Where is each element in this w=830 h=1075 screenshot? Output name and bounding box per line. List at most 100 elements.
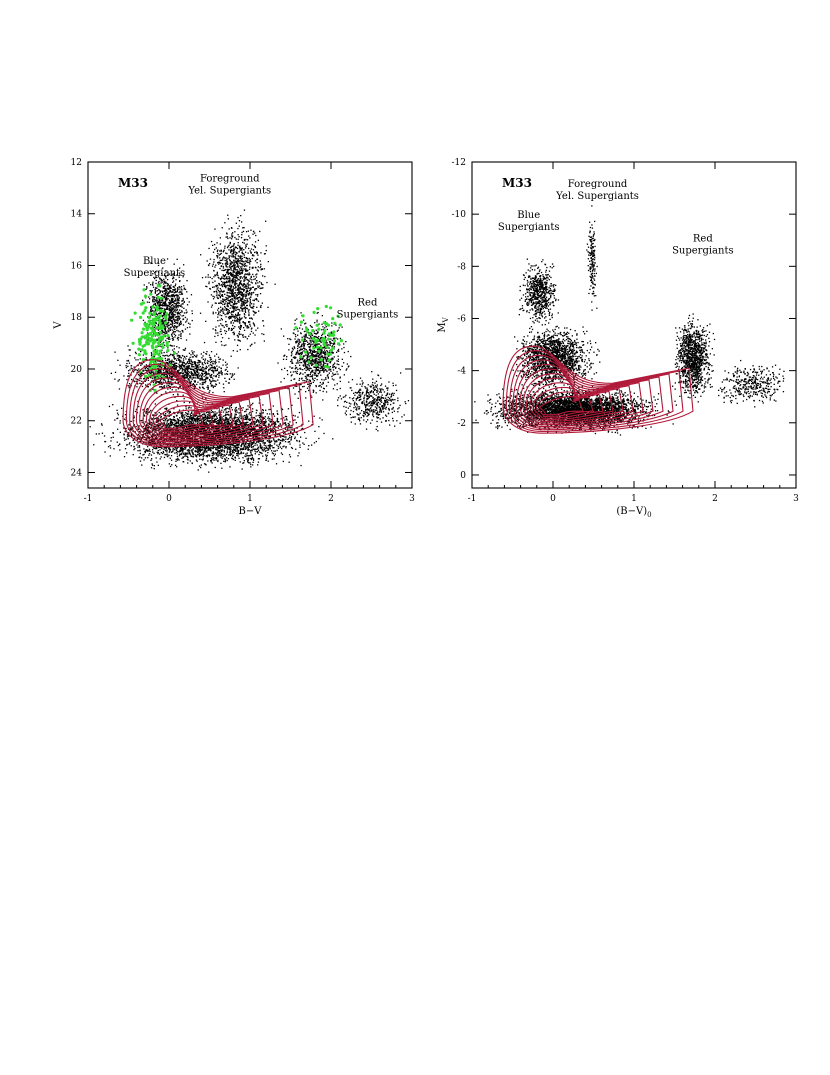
star-point	[180, 416, 183, 418]
star-point	[284, 415, 287, 418]
star-point	[290, 436, 292, 439]
star-point	[133, 371, 135, 373]
star-point	[186, 418, 188, 420]
star-point	[129, 442, 131, 444]
star-point	[246, 421, 248, 423]
star-point	[246, 413, 248, 416]
star-point	[181, 443, 183, 445]
star-point	[229, 433, 231, 435]
star-point	[187, 443, 190, 445]
star-point	[319, 417, 321, 419]
star-point	[196, 433, 198, 435]
star-point	[173, 424, 176, 426]
star-point	[245, 442, 247, 444]
star-point	[130, 433, 132, 435]
star-point	[186, 444, 188, 447]
star-point	[231, 457, 234, 460]
star-point	[189, 450, 191, 452]
star-point	[151, 438, 153, 440]
star-point	[267, 445, 269, 447]
star-point	[141, 457, 143, 459]
star-point	[171, 361, 173, 363]
star-point	[171, 421, 173, 423]
star-point	[226, 448, 229, 450]
star-point	[282, 430, 284, 432]
star-point	[153, 418, 156, 420]
star-point	[199, 423, 201, 425]
star-point	[210, 409, 213, 412]
star-point	[215, 448, 217, 450]
star-point	[165, 448, 167, 450]
star-point	[194, 427, 196, 429]
star-point	[184, 365, 186, 367]
star-point	[237, 367, 239, 369]
star-point	[194, 415, 196, 418]
star-point	[240, 433, 242, 435]
star-point	[251, 410, 254, 413]
star-point	[183, 432, 185, 434]
star-point	[230, 422, 232, 424]
star-point	[189, 427, 191, 430]
star-point	[157, 417, 159, 420]
star-point	[176, 355, 178, 357]
star-point	[280, 436, 282, 438]
star-point	[201, 368, 203, 371]
star-point	[248, 432, 250, 434]
star-point	[211, 384, 213, 386]
star-point	[223, 458, 226, 460]
star-point	[145, 384, 147, 386]
star-point	[183, 417, 186, 419]
star-point	[173, 372, 175, 374]
star-point	[188, 450, 190, 452]
star-point	[168, 426, 170, 429]
star-point	[181, 449, 183, 451]
star-point	[145, 379, 148, 381]
star-point	[171, 363, 173, 365]
star-point	[256, 451, 259, 453]
star-point	[219, 436, 221, 439]
star-point	[265, 428, 267, 430]
star-point	[174, 412, 176, 415]
star-point	[223, 436, 225, 438]
star-point	[204, 432, 206, 435]
star-point	[174, 446, 176, 448]
star-point	[200, 375, 203, 378]
star-point	[221, 453, 223, 456]
star-point	[186, 376, 188, 378]
star-point	[238, 421, 240, 423]
star-point	[269, 443, 271, 446]
star-point	[229, 405, 232, 407]
star-point	[169, 465, 172, 468]
star-point	[124, 448, 127, 450]
star-point	[284, 422, 286, 425]
star-point	[156, 360, 159, 362]
star-point	[233, 378, 235, 380]
star-point	[187, 459, 189, 461]
star-point	[221, 449, 224, 451]
star-point	[288, 424, 290, 426]
star-point	[284, 428, 287, 430]
star-point	[190, 439, 192, 441]
star-point	[177, 412, 179, 414]
star-point	[229, 444, 231, 446]
star-point	[220, 444, 222, 446]
star-point	[179, 444, 182, 447]
star-point	[195, 441, 198, 443]
star-point	[226, 419, 228, 421]
star-point	[226, 363, 228, 365]
star-point	[197, 469, 199, 471]
star-point	[211, 367, 213, 369]
star-point	[188, 385, 190, 388]
star-point	[137, 446, 139, 448]
star-point	[221, 407, 224, 409]
star-point	[226, 411, 228, 413]
star-point	[183, 439, 185, 442]
star-point	[128, 443, 130, 445]
star-point	[259, 447, 261, 449]
star-point	[196, 383, 198, 386]
star-point	[196, 431, 198, 433]
star-point	[202, 381, 204, 383]
star-point	[194, 420, 196, 422]
star-point	[315, 440, 317, 443]
